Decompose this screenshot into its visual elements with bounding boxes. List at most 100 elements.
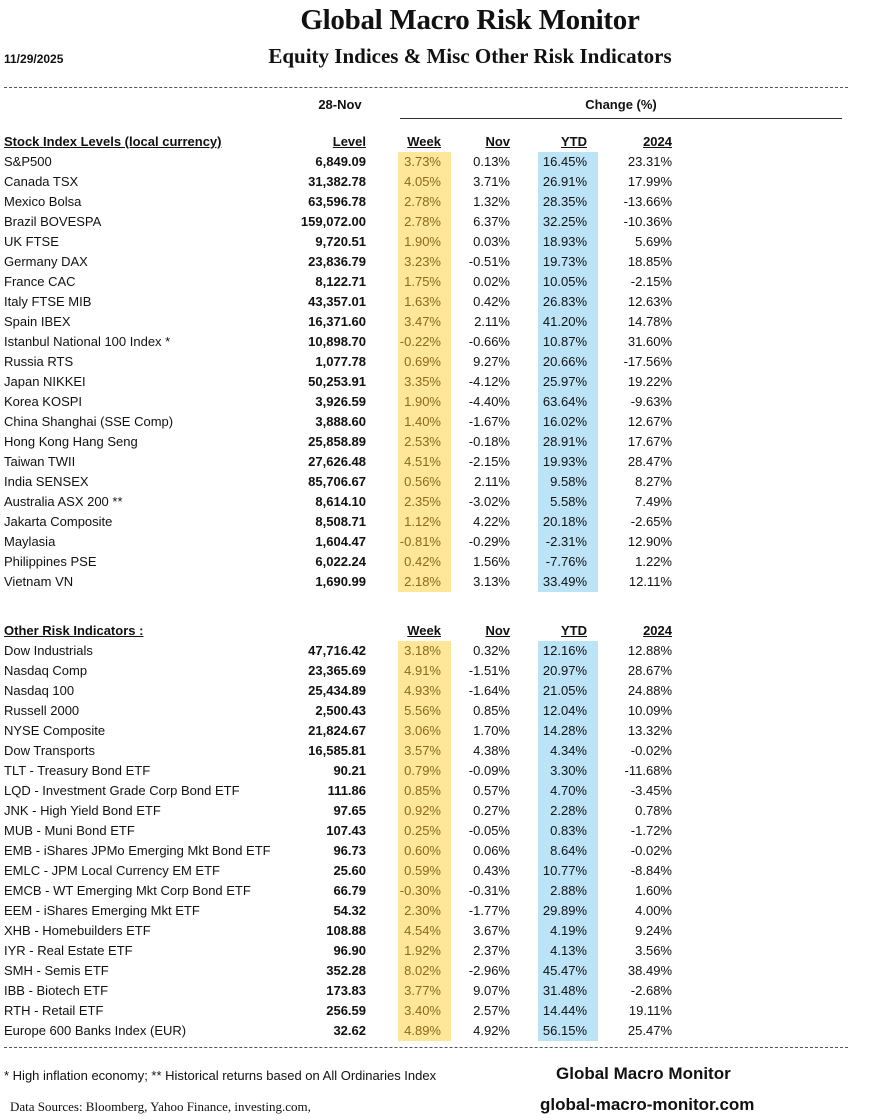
row-name: Russia RTS: [4, 354, 74, 369]
column-header-change-2024: 2024: [643, 623, 672, 638]
week-change: -0.22%: [399, 334, 441, 349]
change-2024: -2.15%: [630, 274, 672, 289]
column-header-week-change: Week: [407, 623, 441, 638]
level: 3,888.60: [315, 414, 366, 429]
level: 25.60: [333, 863, 366, 878]
table-row: EEM - iShares Emerging Mkt ETF 54.32 2.30%…: [0, 901, 872, 921]
ytd-change: 16.45%: [542, 154, 587, 169]
row-name: India SENSEX: [4, 474, 89, 489]
nov-change: 1.56%: [473, 554, 510, 569]
ytd-change: 20.18%: [542, 514, 587, 529]
table-row: EMB - iShares JPMo Emerging Mkt Bond ETF…: [0, 841, 872, 861]
week-change: 1.92%: [404, 943, 441, 958]
nov-change: 0.02%: [473, 274, 510, 289]
change-2024: -11.68%: [624, 763, 672, 778]
ytd-change: 33.49%: [542, 574, 587, 589]
nov-change: -0.18%: [468, 434, 510, 449]
change-2024: 7.49%: [635, 494, 672, 509]
ytd-change: 4.13%: [550, 943, 587, 958]
level: 16,371.60: [308, 314, 366, 329]
level: 8,122.71: [315, 274, 366, 289]
ytd-change: 4.70%: [550, 783, 587, 798]
level: 6,022.24: [315, 554, 366, 569]
level: 1,604.47: [315, 534, 366, 549]
change-header: Change (%): [585, 97, 657, 112]
week-change: 2.18%: [404, 574, 441, 589]
ytd-change: 28.91%: [542, 434, 587, 449]
row-name: Spain IBEX: [4, 314, 71, 329]
table-row: Taiwan TWII 27,626.48 4.51% -2.15% 19.93% 28.…: [0, 452, 872, 472]
ytd-change: 12.04%: [542, 703, 587, 718]
week-change: 1.12%: [404, 514, 441, 529]
change-2024: 19.11%: [628, 1003, 672, 1018]
nov-change: -0.29%: [468, 534, 510, 549]
nov-change: 0.03%: [473, 234, 510, 249]
week-change: 4.93%: [404, 683, 441, 698]
level: 66.79: [333, 883, 366, 898]
column-header-row-name: Other Risk Indicators :: [4, 623, 144, 638]
table-row: Europe 600 Banks Index (EUR) 32.62 4.89% 4.…: [0, 1021, 872, 1041]
table-row: UK FTSE 9,720.51 1.90% 0.03% 18.93% 5.69%: [0, 232, 872, 252]
week-change: 3.40%: [404, 1003, 441, 1018]
table-row: Brazil BOVESPA 159,072.00 2.78% 6.37% 32.25%…: [0, 212, 872, 232]
table-row: Dow Industrials 47,716.42 3.18% 0.32% 12.16%…: [0, 641, 872, 661]
table-row: Istanbul National 100 Index * 10,898.70 -0…: [0, 332, 872, 352]
table-row: S&P500 6,849.09 3.73% 0.13% 16.45% 23.31%: [0, 152, 872, 172]
page-subtitle: Equity Indices & Misc Other Risk Indicat…: [268, 44, 672, 68]
row-name: Maylasia: [4, 534, 56, 549]
nov-change: -1.51%: [468, 663, 510, 678]
table-row: TLT - Treasury Bond ETF 90.21 0.79% -0.09% 3…: [0, 761, 872, 781]
ytd-change: 2.88%: [550, 883, 587, 898]
row-name: EMCB - WT Emerging Mkt Corp Bond ETF: [4, 883, 251, 898]
ytd-change: 29.89%: [542, 903, 587, 918]
nov-change: -0.09%: [468, 763, 510, 778]
level: 25,858.89: [308, 434, 366, 449]
row-name: EEM - iShares Emerging Mkt ETF: [4, 903, 200, 918]
week-change: 4.05%: [404, 174, 441, 189]
ytd-change: 4.34%: [550, 743, 587, 758]
row-name: XHB - Homebuilders ETF: [4, 923, 151, 938]
page-title: Global Macro Risk Monitor: [300, 4, 640, 36]
nov-change: 1.32%: [473, 194, 510, 209]
change-2024: 10.09%: [627, 703, 672, 718]
table-row: India SENSEX 85,706.67 0.56% 2.11% 9.58% 8.27…: [0, 472, 872, 492]
level: 16,585.81: [308, 743, 366, 758]
week-change: 3.06%: [404, 723, 441, 738]
row-name: Dow Industrials: [4, 643, 93, 658]
table-row: XHB - Homebuilders ETF 108.88 4.54% 3.67% 4.…: [0, 921, 872, 941]
ytd-change: 19.73%: [542, 254, 587, 269]
nov-change: -1.77%: [468, 903, 510, 918]
week-change: 3.35%: [404, 374, 441, 389]
ytd-change: 10.87%: [542, 334, 587, 349]
nov-change: -1.64%: [468, 683, 510, 698]
table-row: EMLC - JPM Local Currency EM ETF 25.60 0.5…: [0, 861, 872, 881]
level: 3,926.59: [315, 394, 366, 409]
row-name: Mexico Bolsa: [4, 194, 82, 209]
nov-change: 3.13%: [473, 574, 510, 589]
week-change: 4.54%: [404, 923, 441, 938]
week-change: 4.89%: [404, 1023, 441, 1038]
ytd-change: 10.05%: [542, 274, 587, 289]
nov-change: 2.37%: [473, 943, 510, 958]
table-row: Philippines PSE 6,022.24 0.42% 1.56% -7.76% 1…: [0, 552, 872, 572]
week-change: 5.56%: [404, 703, 441, 718]
week-change: 2.53%: [404, 434, 441, 449]
ytd-change: 5.58%: [550, 494, 587, 509]
week-change: 0.85%: [404, 783, 441, 798]
level: 23,836.79: [308, 254, 366, 269]
week-change: 4.51%: [404, 454, 441, 469]
week-change: 3.18%: [404, 643, 441, 658]
week-change: 1.63%: [404, 294, 441, 309]
week-change: 0.56%: [404, 474, 441, 489]
table-row: Mexico Bolsa 63,596.78 2.78% 1.32% 28.35% -13…: [0, 192, 872, 212]
row-name: Taiwan TWII: [4, 454, 76, 469]
week-change: -0.30%: [399, 883, 441, 898]
ytd-change: 8.64%: [550, 843, 587, 858]
level: 25,434.89: [308, 683, 366, 698]
nov-change: 3.67%: [473, 923, 510, 938]
level: 173.83: [326, 983, 366, 998]
week-highlight-band: [398, 641, 451, 1041]
table-row: Australia ASX 200 ** 8,614.10 2.35% -3.02% 5…: [0, 492, 872, 512]
change-header-underline: [400, 118, 842, 119]
week-change: 3.73%: [404, 154, 441, 169]
